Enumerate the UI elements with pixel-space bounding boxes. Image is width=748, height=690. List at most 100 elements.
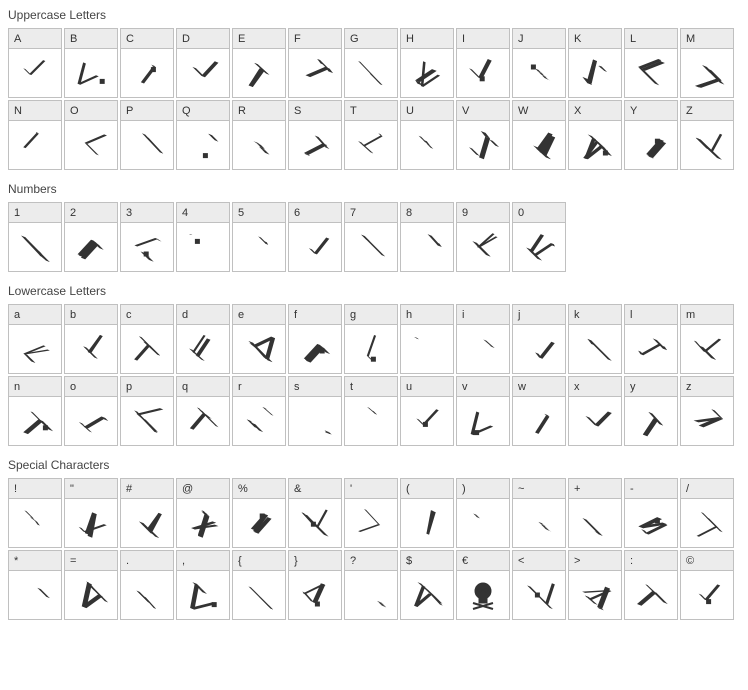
char-glyph <box>289 325 341 373</box>
char-header: H <box>401 29 453 49</box>
char-header: ' <box>345 479 397 499</box>
char-glyph <box>457 571 509 619</box>
char-header: < <box>513 551 565 571</box>
char-cell: 1 <box>8 202 62 272</box>
char-glyph <box>233 499 285 547</box>
char-cell: # <box>120 478 174 548</box>
char-header: k <box>569 305 621 325</box>
char-header: ~ <box>513 479 565 499</box>
char-header: 6 <box>289 203 341 223</box>
char-cell: E <box>232 28 286 98</box>
char-glyph <box>9 223 61 271</box>
char-glyph <box>681 571 733 619</box>
char-cell: - <box>624 478 678 548</box>
char-cell: z <box>680 376 734 446</box>
char-cell: P <box>120 100 174 170</box>
char-cell: } <box>288 550 342 620</box>
char-cell: & <box>288 478 342 548</box>
char-glyph <box>345 325 397 373</box>
char-cell: b <box>64 304 118 374</box>
char-header: 5 <box>233 203 285 223</box>
char-glyph <box>345 397 397 445</box>
char-glyph <box>625 49 677 97</box>
char-header: J <box>513 29 565 49</box>
char-glyph <box>625 499 677 547</box>
char-cell: G <box>344 28 398 98</box>
char-glyph <box>681 499 733 547</box>
char-header: { <box>233 551 285 571</box>
char-header: p <box>121 377 173 397</box>
char-cell: T <box>344 100 398 170</box>
char-header: t <box>345 377 397 397</box>
char-cell: W <box>512 100 566 170</box>
char-cell: 5 <box>232 202 286 272</box>
char-header: g <box>345 305 397 325</box>
char-cell: t <box>344 376 398 446</box>
char-cell: : <box>624 550 678 620</box>
char-cell: e <box>232 304 286 374</box>
char-glyph <box>121 223 173 271</box>
char-cell: 4 <box>176 202 230 272</box>
char-cell: ) <box>456 478 510 548</box>
char-glyph <box>65 397 117 445</box>
char-header: 9 <box>457 203 509 223</box>
char-glyph <box>401 223 453 271</box>
char-cell: . <box>120 550 174 620</box>
char-header: & <box>289 479 341 499</box>
char-header: O <box>65 101 117 121</box>
char-glyph <box>233 121 285 169</box>
char-cell: y <box>624 376 678 446</box>
char-header: a <box>9 305 61 325</box>
char-glyph <box>401 571 453 619</box>
char-glyph <box>345 571 397 619</box>
char-glyph <box>625 397 677 445</box>
char-cell: € <box>456 550 510 620</box>
char-glyph <box>457 49 509 97</box>
char-cell: 3 <box>120 202 174 272</box>
char-glyph <box>121 325 173 373</box>
char-header: ! <box>9 479 61 499</box>
char-glyph <box>65 49 117 97</box>
char-header: E <box>233 29 285 49</box>
char-cell: a <box>8 304 62 374</box>
char-cell: c <box>120 304 174 374</box>
char-header: y <box>625 377 677 397</box>
char-glyph <box>513 223 565 271</box>
char-header: = <box>65 551 117 571</box>
char-header: + <box>569 479 621 499</box>
char-header: n <box>9 377 61 397</box>
char-glyph <box>625 571 677 619</box>
char-glyph <box>345 49 397 97</box>
char-header: ) <box>457 479 509 499</box>
char-cell: D <box>176 28 230 98</box>
char-glyph <box>65 325 117 373</box>
char-header: ? <box>345 551 397 571</box>
char-cell: h <box>400 304 454 374</box>
char-cell: % <box>232 478 286 548</box>
char-glyph <box>9 571 61 619</box>
char-glyph <box>177 325 229 373</box>
char-glyph <box>513 49 565 97</box>
char-header: 4 <box>177 203 229 223</box>
char-cell: m <box>680 304 734 374</box>
char-glyph <box>625 121 677 169</box>
char-header: A <box>9 29 61 49</box>
char-cell: 6 <box>288 202 342 272</box>
char-header: d <box>177 305 229 325</box>
char-cell: Z <box>680 100 734 170</box>
char-cell: ( <box>400 478 454 548</box>
char-glyph <box>65 499 117 547</box>
char-glyph <box>345 499 397 547</box>
char-cell: J <box>512 28 566 98</box>
char-glyph <box>289 499 341 547</box>
char-header: o <box>65 377 117 397</box>
char-grid: !"#@%&'()~+-/*=.,{}?$€ <>:© <box>8 478 740 620</box>
char-cell: K <box>568 28 622 98</box>
char-cell: i <box>456 304 510 374</box>
char-cell: / <box>680 478 734 548</box>
char-cell: 9 <box>456 202 510 272</box>
char-grid: ABCDEFGHIJKLMNOPQRSTUVWXYZ <box>8 28 740 170</box>
section-1: Numbers1234567890 <box>8 182 740 272</box>
char-header: 3 <box>121 203 173 223</box>
char-glyph <box>401 121 453 169</box>
